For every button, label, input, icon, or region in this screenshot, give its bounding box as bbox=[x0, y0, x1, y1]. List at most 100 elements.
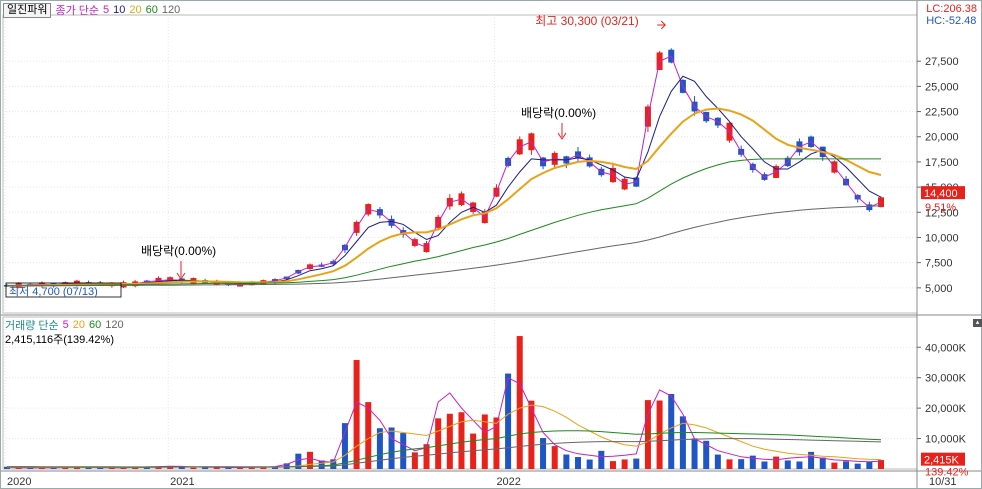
x-tick-label: 2020 bbox=[7, 476, 31, 488]
volume-bar bbox=[761, 461, 768, 469]
volume-bar bbox=[586, 459, 593, 469]
volume-bar bbox=[458, 412, 465, 469]
volume-bar bbox=[516, 336, 523, 469]
price-ma-line-60 bbox=[7, 158, 881, 287]
vol-period-5: 5 bbox=[62, 319, 69, 331]
volume-ma-line-5 bbox=[6, 376, 882, 469]
hc-label: HC:-52.48 bbox=[926, 15, 977, 27]
volume-bar bbox=[633, 458, 640, 469]
volume-bar bbox=[120, 467, 127, 469]
volume-bar bbox=[563, 454, 570, 469]
vol-period-120: 120 bbox=[105, 319, 124, 331]
last-volume-tag bbox=[921, 452, 965, 466]
volume-bar bbox=[423, 444, 430, 469]
price-tick-label: 27,500 bbox=[925, 56, 959, 68]
volume-header: 거래량 단순 5 20 60 120 bbox=[5, 317, 124, 333]
price-ma-line-20 bbox=[6, 107, 882, 287]
volume-bar bbox=[773, 456, 780, 469]
volume-ma-label: 거래량 단순 bbox=[5, 320, 59, 332]
volume-bar bbox=[609, 461, 616, 469]
volume-bar bbox=[248, 467, 255, 469]
volume-bar bbox=[132, 467, 139, 469]
volume-bar bbox=[808, 451, 815, 469]
panel-maximize-icon[interactable]: ▴ bbox=[973, 319, 982, 327]
price-tick-label: 20,000 bbox=[925, 132, 959, 144]
volume-bar bbox=[749, 455, 756, 469]
volume-bar bbox=[796, 461, 803, 469]
volume-bar bbox=[295, 453, 302, 469]
low-annotation-box bbox=[5, 282, 122, 298]
x-tick-label: 10/31 bbox=[929, 476, 957, 488]
volume-bar bbox=[493, 417, 500, 469]
high-arrow-icon bbox=[657, 20, 666, 30]
dividend-annotation-1: 배당락(0.00%) bbox=[141, 244, 216, 258]
volume-tick-label: 30,000K bbox=[925, 373, 967, 385]
volume-tick-label: 40,000K bbox=[925, 342, 967, 354]
volume-bar bbox=[260, 467, 267, 469]
dividend-arrow-icon bbox=[557, 123, 567, 140]
volume-bar bbox=[714, 454, 721, 469]
volume-bar bbox=[272, 467, 279, 469]
volume-bar bbox=[843, 461, 850, 469]
dividend-arrow-icon bbox=[176, 261, 186, 280]
price-tick-label: 12,500 bbox=[925, 207, 959, 219]
volume-bar bbox=[446, 413, 453, 469]
price-tick-label: 22,500 bbox=[925, 107, 959, 119]
volume-ma-line-120 bbox=[7, 438, 882, 468]
volume-bar bbox=[878, 460, 884, 469]
price-tick-label: 25,000 bbox=[925, 81, 959, 93]
price-panel-frame bbox=[2, 14, 918, 314]
volume-bar bbox=[703, 440, 710, 469]
volume-bar bbox=[190, 467, 197, 469]
volume-bar bbox=[365, 402, 372, 469]
high-annotation: 최고 30,300 (03/21) bbox=[535, 14, 638, 28]
volume-bar bbox=[598, 450, 605, 469]
volume-bar bbox=[97, 467, 104, 469]
volume-bar bbox=[283, 463, 290, 469]
volume-tick-label: 20,000K bbox=[925, 403, 967, 415]
price-ma-label: 종가 단순 bbox=[55, 5, 100, 17]
volume-bar bbox=[819, 457, 826, 469]
price-tick-label: 17,500 bbox=[925, 157, 959, 169]
price-tick-label: 7,500 bbox=[925, 258, 953, 270]
volume-bar bbox=[353, 360, 360, 469]
vol-period-60: 60 bbox=[89, 319, 102, 331]
volume-bar bbox=[551, 446, 558, 469]
volume-bar bbox=[784, 460, 791, 469]
volume-bar bbox=[679, 416, 686, 469]
volume-bar bbox=[528, 400, 535, 469]
volume-tick-label: 10,000K bbox=[925, 434, 967, 446]
volume-current: 2,415,116주(139.42%) bbox=[5, 334, 114, 346]
ma-period-5: 5 bbox=[103, 4, 110, 16]
volume-bar bbox=[621, 459, 628, 469]
volume-bar bbox=[691, 438, 698, 469]
volume-bar bbox=[854, 463, 861, 469]
price-tick-label: 10,000 bbox=[925, 232, 959, 244]
volume-bar bbox=[481, 414, 488, 469]
volume-ratio-label: 139.42% bbox=[925, 467, 969, 479]
price-ma-line-10 bbox=[6, 75, 882, 287]
volume-bar bbox=[400, 433, 407, 469]
volume-bar bbox=[388, 427, 395, 469]
volume-bar bbox=[411, 452, 418, 469]
dividend-annotation-2: 배당락(0.00%) bbox=[521, 106, 596, 120]
volume-bar bbox=[644, 400, 651, 469]
volume-bar bbox=[155, 467, 162, 469]
volume-bar bbox=[306, 451, 313, 469]
volume-bar bbox=[330, 459, 337, 469]
volume-bar bbox=[167, 466, 174, 469]
last-price-tag-label: 14,400 bbox=[924, 188, 958, 200]
stock-name-box[interactable]: 일진파워 bbox=[3, 2, 52, 18]
volume-bar bbox=[470, 433, 477, 469]
vol-period-20: 20 bbox=[72, 319, 86, 331]
low-annotation: 최저 4,700 (07/13) bbox=[9, 285, 98, 298]
volume-bar bbox=[726, 459, 733, 469]
volume-bar bbox=[540, 438, 547, 469]
ma-period-20: 20 bbox=[129, 4, 142, 16]
volume-bar bbox=[213, 467, 220, 469]
lc-hc-info: LC:206.38 HC:-52.48 bbox=[926, 3, 977, 27]
price-change-label: 9.51% bbox=[925, 202, 956, 214]
volume-bar bbox=[505, 373, 512, 469]
